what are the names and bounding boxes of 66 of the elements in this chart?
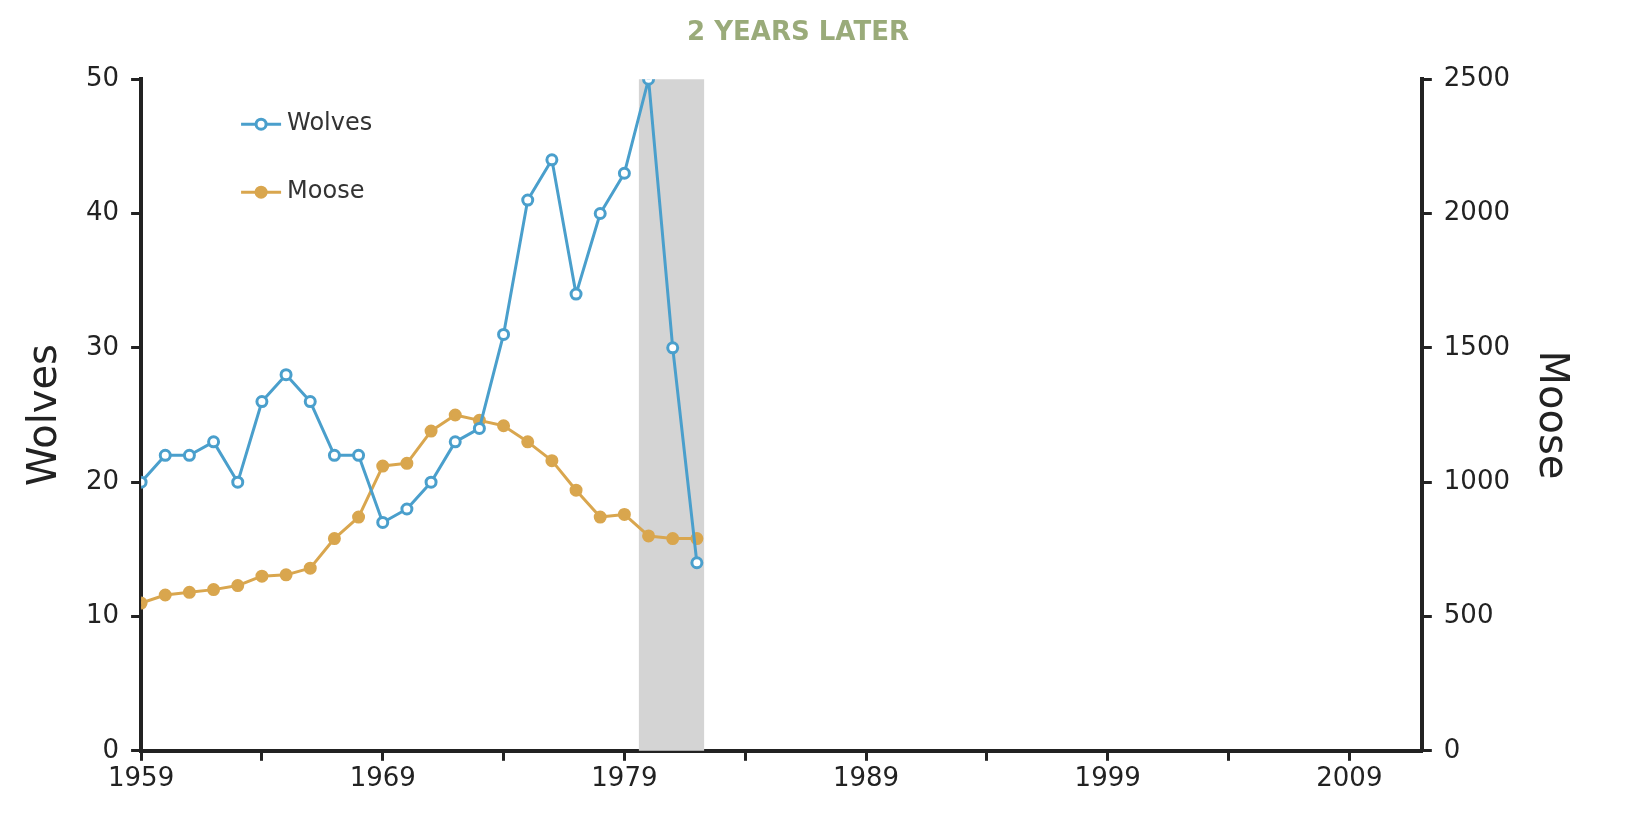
point: [303, 395, 317, 409]
y-tick-label: 40: [85, 196, 120, 227]
point: [617, 166, 631, 180]
chart-title: 2 YEARS LATER: [687, 16, 909, 47]
x-tick-label: 2009: [1316, 762, 1383, 793]
point: [182, 448, 196, 462]
y2-tick-label: 2500: [1443, 61, 1510, 92]
point: [255, 395, 269, 409]
x-tick-label: 1969: [349, 762, 416, 793]
point: [279, 368, 293, 382]
point: [207, 435, 221, 449]
point: [593, 510, 607, 524]
x-tick-label: 1999: [1074, 762, 1141, 793]
point: [666, 341, 680, 355]
x-tick-label: 1959: [108, 762, 175, 793]
point: [472, 421, 486, 435]
point: [424, 424, 438, 438]
point: [352, 510, 366, 524]
x-tick-label: 1979: [591, 762, 658, 793]
point: [569, 287, 583, 301]
y-tick-label: 20: [85, 464, 120, 495]
point: [424, 475, 438, 489]
y-tick-label: 10: [85, 599, 120, 630]
point: [158, 448, 172, 462]
point: [279, 568, 293, 582]
point: [231, 475, 245, 489]
point: [521, 435, 535, 449]
point: [642, 529, 656, 543]
legend-label: Moose: [287, 176, 365, 205]
point: [521, 193, 535, 207]
point: [666, 532, 680, 546]
point: [352, 448, 366, 462]
point: [255, 569, 269, 583]
legend-label: Wolves: [287, 108, 373, 137]
point: [690, 556, 704, 570]
y-axis-title: Wolves: [19, 344, 66, 486]
point: [569, 483, 583, 497]
point: [207, 583, 221, 597]
point: [497, 327, 511, 341]
y-tick-label: 0: [102, 733, 120, 764]
y2-tick-label: 1000: [1443, 464, 1510, 495]
point: [231, 579, 245, 593]
point: [327, 532, 341, 546]
point: [158, 588, 172, 602]
point: [545, 153, 559, 167]
y2-tick-label: 1500: [1443, 330, 1510, 361]
point: [497, 419, 511, 433]
point: [448, 435, 462, 449]
point: [376, 459, 390, 473]
point: [303, 561, 317, 575]
y-tick-label: 30: [85, 330, 120, 361]
x-tick-label: 1989: [832, 762, 900, 793]
y2-tick-label: 500: [1443, 599, 1494, 630]
y-tick-label: 50: [85, 61, 120, 92]
point: [617, 507, 631, 521]
point: [400, 502, 414, 516]
point: [545, 454, 559, 468]
point: [448, 408, 462, 422]
point: [400, 456, 414, 470]
y2-tick-label: 2000: [1443, 196, 1510, 227]
point: [182, 585, 196, 599]
y2-tick-label: 0: [1443, 733, 1461, 764]
point: [376, 515, 390, 529]
point: [593, 207, 607, 221]
y2-axis-title: Moose: [1530, 350, 1577, 480]
point: [327, 448, 341, 462]
